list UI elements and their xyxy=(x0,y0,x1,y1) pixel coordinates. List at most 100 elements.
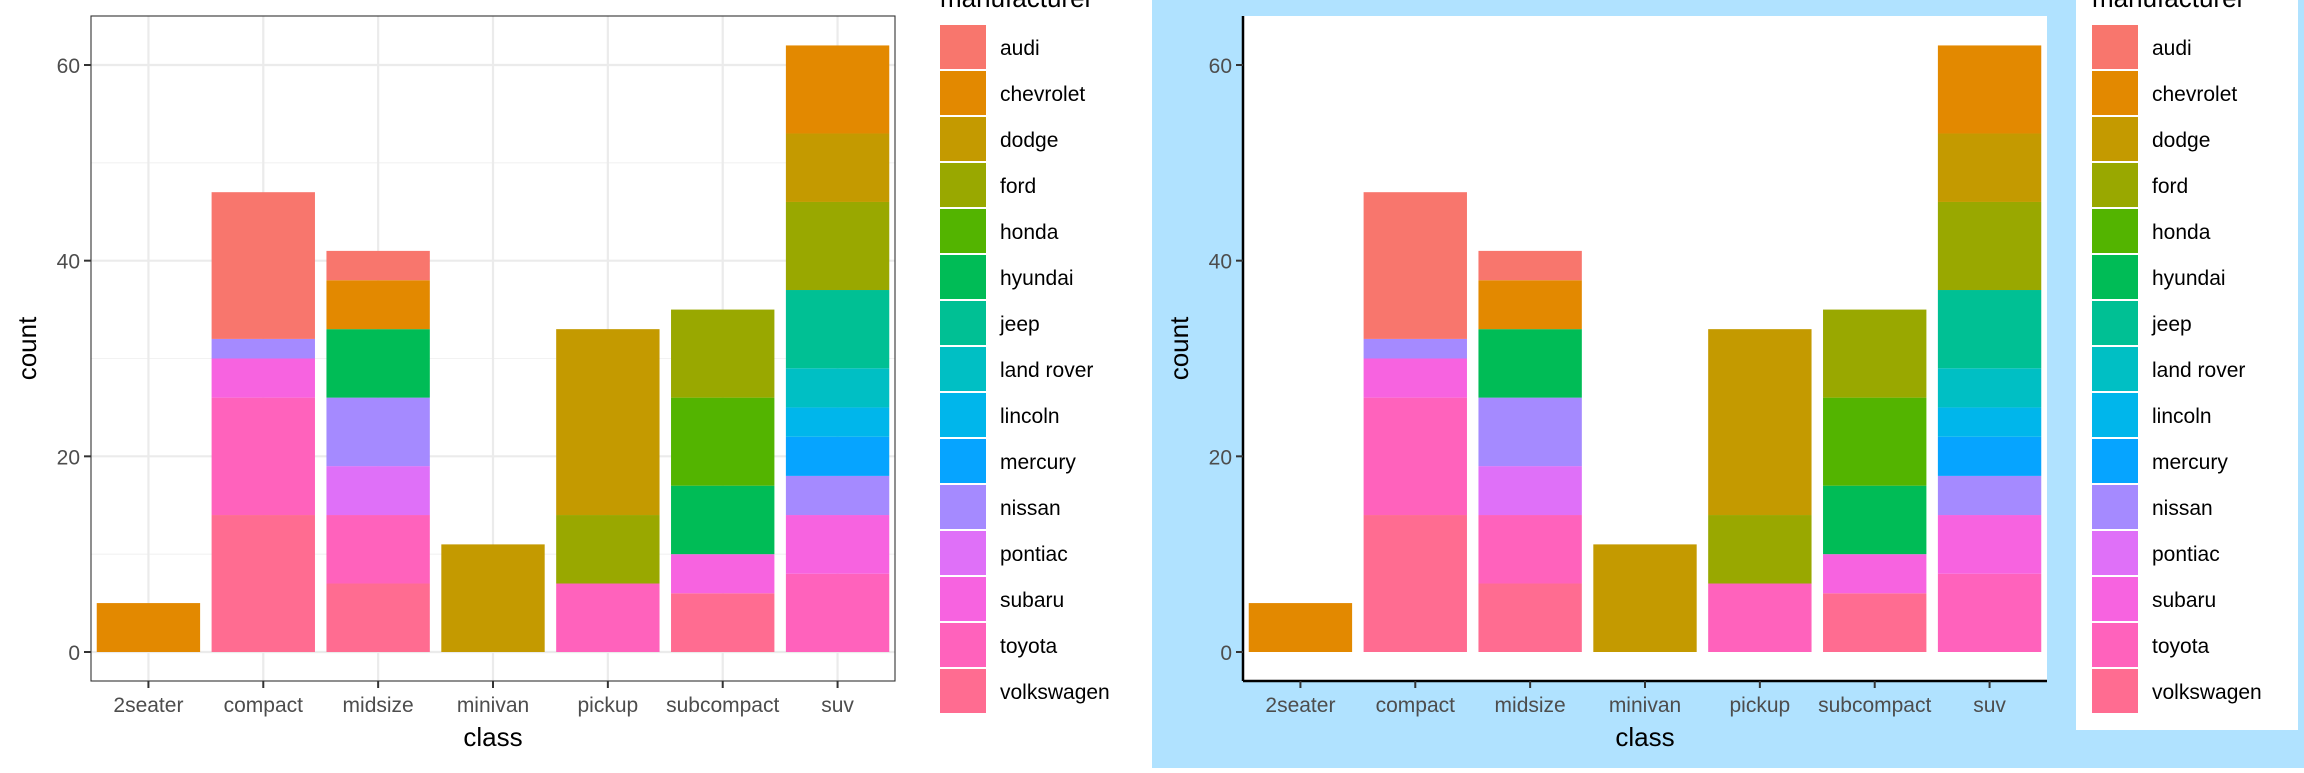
bar-segment xyxy=(785,573,890,652)
bar-segment xyxy=(1248,603,1353,652)
x-tick-label: 2seater xyxy=(113,694,183,717)
legend-key xyxy=(940,25,986,69)
bar-segment xyxy=(1363,192,1467,339)
bar-segment xyxy=(1708,515,1812,584)
legend-key xyxy=(940,71,986,115)
legend-label: honda xyxy=(2152,221,2211,244)
bar-segment xyxy=(1937,407,2042,437)
bar-segment xyxy=(1363,338,1467,359)
legend-key xyxy=(2092,669,2138,713)
x-tick-label: pickup xyxy=(1730,694,1791,717)
bar-segment xyxy=(1937,45,2042,134)
chart-panel-1: 0 20 40 60 2seater compact midsize minivan picku… xyxy=(12,0,1110,752)
x-tick-label: minivan xyxy=(457,694,529,717)
x-tick-label: suv xyxy=(821,694,854,717)
legend-label: land rover xyxy=(1000,359,1093,382)
y-axis-title: count xyxy=(1164,316,1194,380)
legend-label: jeep xyxy=(999,313,1040,336)
y-tick-label: 60 xyxy=(57,55,80,78)
bar-segment xyxy=(1937,515,2042,574)
bar-segment xyxy=(556,329,660,516)
y-tick-label: 20 xyxy=(57,446,80,469)
legend-label: mercury xyxy=(1000,451,1076,474)
legend-key xyxy=(2092,439,2138,483)
legend-key xyxy=(2092,117,2138,161)
legend-label: honda xyxy=(1000,221,1059,244)
legend-label: volkswagen xyxy=(2152,681,2262,704)
bar-segment xyxy=(1363,358,1467,398)
legend-key xyxy=(940,163,986,207)
x-tick-label: compact xyxy=(224,694,304,717)
legend-label: dodge xyxy=(2152,129,2210,152)
bar-segment xyxy=(785,515,890,574)
bar-segment xyxy=(1823,485,1927,555)
bar-segment xyxy=(1823,593,1927,652)
legend-label: audi xyxy=(2152,37,2192,60)
bar-segment xyxy=(1593,544,1697,652)
bar-segment xyxy=(211,397,315,516)
legend-label: subaru xyxy=(2152,589,2216,612)
y-axis-title: count xyxy=(12,316,42,380)
bar-segment xyxy=(1478,280,1582,330)
bar-segment xyxy=(556,515,660,584)
legend-key xyxy=(2092,71,2138,115)
x-tick-label: pickup xyxy=(578,694,639,717)
legend-key xyxy=(940,439,986,483)
bar-segment xyxy=(1937,201,2042,291)
legend-label: toyota xyxy=(2152,635,2210,658)
legend-key xyxy=(2092,209,2138,253)
x-tick-label: minivan xyxy=(1609,694,1681,717)
legend-label: chevrolet xyxy=(2152,83,2237,106)
bar-segment xyxy=(1478,583,1582,652)
bar-segment xyxy=(1823,309,1927,398)
bar-segment xyxy=(1363,515,1467,652)
legend-key xyxy=(940,255,986,299)
bar-segment xyxy=(671,485,775,555)
bar-segment xyxy=(785,475,890,516)
legend-label: jeep xyxy=(2151,313,2192,336)
bar-segment xyxy=(1708,583,1812,652)
legend-label: toyota xyxy=(1000,635,1058,658)
legend-label: lincoln xyxy=(1000,405,1060,428)
bar-segment xyxy=(1937,290,2042,369)
bar-segment xyxy=(671,593,775,652)
legend-key xyxy=(2092,25,2138,69)
legend-label: volkswagen xyxy=(1000,681,1110,704)
x-axis-title: class xyxy=(463,722,522,752)
legend-label: audi xyxy=(1000,37,1040,60)
legend-key xyxy=(940,347,986,391)
bar-segment xyxy=(211,338,315,359)
y-tick-label: 60 xyxy=(1209,55,1232,78)
y-tick-label: 40 xyxy=(1209,251,1232,274)
bar-segment xyxy=(211,515,315,652)
bar-segment xyxy=(1937,368,2042,408)
legend-label: ford xyxy=(2152,175,2188,198)
legend-label: hyundai xyxy=(1000,267,1074,290)
legend-key xyxy=(2092,163,2138,207)
x-tick-label: 2seater xyxy=(1265,694,1335,717)
legend-label: land rover xyxy=(2152,359,2245,382)
bar-segment xyxy=(441,544,545,652)
bar-segment xyxy=(326,280,430,330)
legend-key xyxy=(940,531,986,575)
legend-label: hyundai xyxy=(2152,267,2226,290)
legend-label: lincoln xyxy=(2152,405,2212,428)
bar-segment xyxy=(326,515,430,584)
legend-key xyxy=(940,117,986,161)
bar-segment xyxy=(785,45,890,134)
legend-key xyxy=(940,301,986,345)
bar-segment xyxy=(785,133,890,202)
bar-segment xyxy=(326,250,430,281)
legend: manufacturer audi chevrolet dodge ford honda h… xyxy=(2076,0,2298,730)
bar-segment xyxy=(556,583,660,652)
bar-segment xyxy=(671,309,775,398)
bar-segment xyxy=(1478,397,1582,467)
bar-segment xyxy=(1823,397,1927,486)
y-tick-label: 0 xyxy=(1220,642,1232,665)
bar-segment xyxy=(326,329,430,398)
x-axis-title: class xyxy=(1615,722,1674,752)
y-tick-label: 40 xyxy=(57,251,80,274)
bar-segment xyxy=(785,368,890,408)
legend-label: pontiac xyxy=(2152,543,2220,566)
legend-title: manufacturer xyxy=(940,0,1094,13)
